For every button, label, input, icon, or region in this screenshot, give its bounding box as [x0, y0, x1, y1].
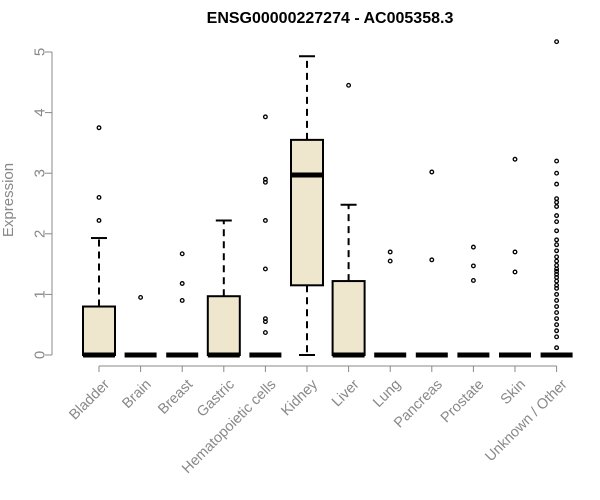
outlier-point	[554, 219, 560, 225]
box-iqr	[206, 295, 241, 356]
box-group-lung	[374, 249, 407, 358]
box-group-bladder	[82, 125, 116, 358]
outlier-point	[554, 204, 560, 209]
box-group-breast	[166, 251, 199, 358]
outlier-point	[554, 242, 560, 248]
outlier-point	[470, 244, 476, 250]
box-iqr	[331, 280, 366, 356]
box-group-skin	[499, 156, 531, 358]
outlier-point	[179, 251, 185, 257]
box-group-brain	[124, 294, 157, 358]
outlier-point	[387, 249, 393, 255]
outlier-point	[262, 218, 268, 223]
outlier-point	[554, 328, 560, 334]
outlier-point	[262, 114, 268, 120]
outlier-point	[262, 266, 268, 272]
y-tick-label: 1	[31, 290, 48, 298]
outlier-point	[554, 322, 560, 328]
box-iqr	[82, 305, 116, 356]
box-group-pancreas	[415, 169, 448, 358]
x-category-label: Brain	[119, 377, 154, 412]
outlier-point	[346, 82, 352, 88]
outlier-point	[512, 269, 518, 275]
x-category-label: Bladder	[66, 377, 113, 424]
outlier-point	[179, 281, 185, 286]
outlier-point	[554, 316, 560, 322]
outlier-point	[554, 334, 560, 340]
box-group-hematopoietic-cells	[249, 114, 282, 358]
outlier-point	[512, 156, 518, 162]
chart-title: ENSG00000227274 - AC005358.3	[207, 10, 454, 27]
outlier-point	[554, 181, 560, 187]
box-group-gastric	[206, 219, 241, 358]
outlier-point	[554, 258, 560, 264]
outlier-point	[262, 330, 268, 336]
outlier-point	[96, 125, 102, 131]
outlier-point	[429, 169, 435, 175]
outlier-point	[262, 316, 268, 322]
outlier-point	[554, 228, 560, 234]
box-group-kidney	[290, 55, 324, 356]
x-category-label: Breast	[155, 377, 196, 418]
y-tick-label: 5	[31, 48, 48, 56]
x-category-label: Skin	[498, 377, 529, 408]
outlier-point	[554, 196, 560, 202]
outlier-point	[554, 39, 560, 45]
y-axis-label: Expression	[0, 163, 17, 237]
outlier-point	[554, 304, 560, 309]
outlier-point	[179, 298, 185, 303]
outlier-point	[512, 249, 518, 255]
x-category-label: Kidney	[278, 376, 321, 419]
outlier-point	[96, 194, 102, 200]
outlier-point	[554, 237, 560, 243]
y-tick-label: 0	[31, 351, 48, 359]
y-tick-label: 4	[31, 108, 48, 116]
x-category-label: Liver	[329, 377, 363, 411]
outlier-point	[387, 258, 393, 264]
outlier-point	[554, 213, 560, 219]
y-tick-label: 2	[31, 230, 48, 238]
outlier-point	[554, 291, 560, 297]
outlier-point	[554, 170, 560, 176]
box-group-liver	[331, 82, 366, 358]
outlier-point	[96, 218, 102, 223]
box-iqr	[290, 138, 324, 287]
outlier-point	[262, 176, 268, 182]
outlier-point	[554, 310, 560, 316]
outlier-point	[138, 294, 144, 300]
outlier-point	[429, 257, 435, 263]
y-axis: 0 1 2 3 4 5	[31, 48, 53, 359]
outlier-point	[470, 278, 476, 283]
outlier-point	[554, 158, 560, 164]
outlier-point	[554, 254, 560, 260]
outlier-point	[554, 262, 560, 268]
outlier-point	[554, 282, 560, 288]
outlier-point	[554, 248, 560, 254]
y-tick-label: 3	[31, 169, 48, 177]
x-category-label: Lung	[370, 377, 404, 411]
box-group-unknown-other	[540, 39, 573, 358]
outlier-point	[554, 268, 560, 274]
box-group-prostate	[457, 244, 490, 358]
outlier-point	[554, 298, 560, 303]
outlier-point	[554, 345, 560, 351]
outlier-point	[470, 263, 476, 269]
plot-area	[82, 39, 573, 358]
x-category-label: Prostate	[438, 377, 487, 426]
